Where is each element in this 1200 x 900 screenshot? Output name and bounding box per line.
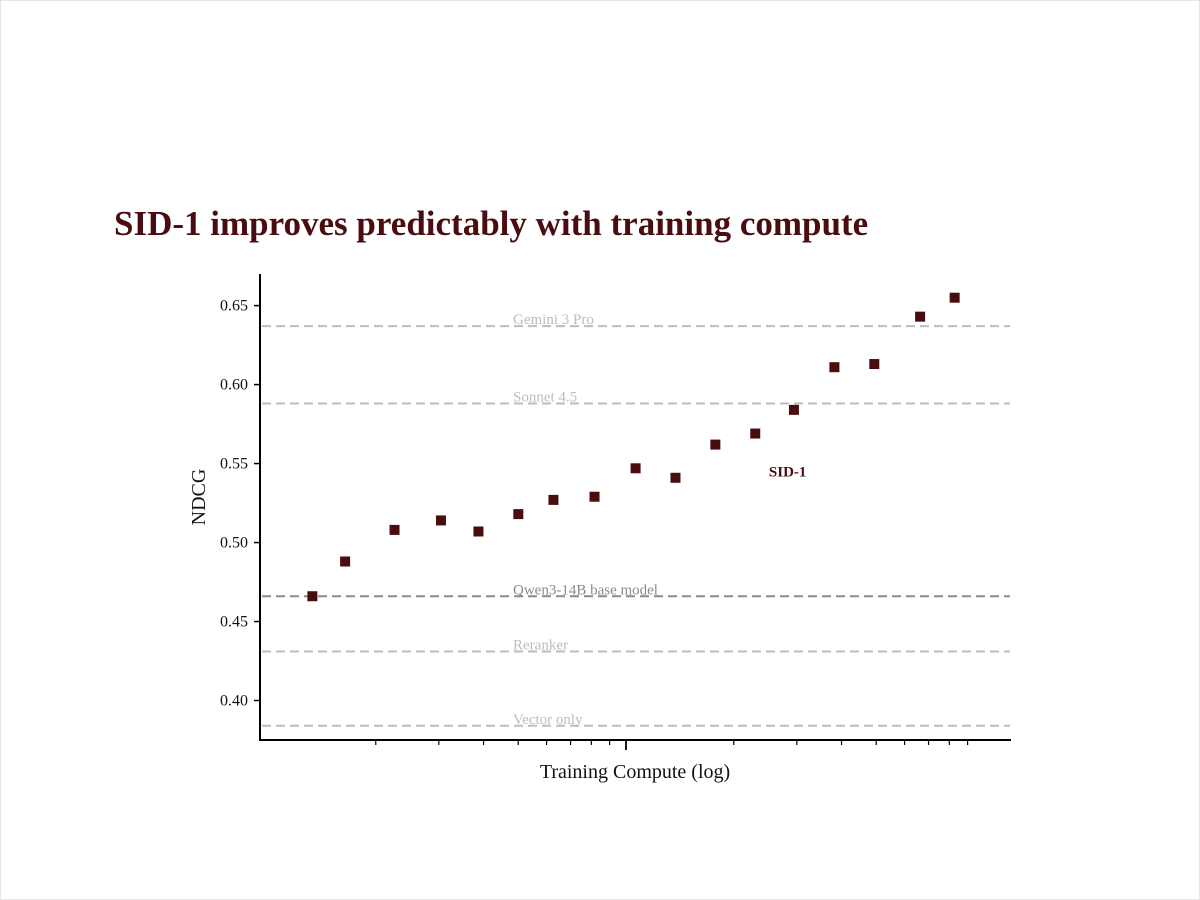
data-point [589, 491, 600, 502]
y-tick-label: 0.50 [220, 535, 248, 552]
data-point [435, 515, 446, 526]
x-axis-label: Training Compute (log) [540, 761, 730, 783]
reference-line-label: Gemini 3 Pro [513, 312, 594, 328]
series-annotation: SID-1 [769, 464, 807, 480]
data-point [829, 362, 840, 373]
reference-line-label: Vector only [513, 712, 583, 728]
data-point [915, 311, 926, 322]
data-points [307, 292, 960, 602]
reference-lines: Gemini 3 Pro Sonnet 4.5 Qwen3-14B base mod… [262, 312, 1010, 728]
y-ticks: 0.40 0.45 0.50 0.55 0.60 0.65 [220, 298, 260, 710]
y-tick-label: 0.40 [220, 693, 248, 710]
reference-line-label: Reranker [513, 638, 568, 654]
data-point [307, 591, 318, 602]
data-point [630, 463, 641, 474]
data-point [548, 494, 559, 505]
reference-line-label: Qwen3-14B base model [513, 582, 658, 598]
data-point [949, 292, 960, 303]
y-tick-label: 0.65 [220, 298, 248, 315]
data-point [473, 526, 484, 537]
chart-title: SID-1 improves predictably with training… [114, 204, 869, 243]
y-tick-label: 0.55 [220, 456, 248, 473]
data-point [788, 404, 799, 415]
data-point [710, 439, 721, 450]
y-tick-label: 0.45 [220, 614, 248, 631]
data-point [670, 472, 681, 483]
data-point [513, 509, 524, 520]
data-point [750, 428, 761, 439]
data-point [389, 524, 400, 535]
x-ticks [375, 740, 969, 750]
reference-line-label: Sonnet 4.5 [513, 390, 577, 406]
data-point [869, 359, 880, 370]
y-tick-label: 0.60 [220, 377, 248, 394]
data-point [340, 556, 351, 567]
axes [259, 274, 1011, 741]
y-axis-label: NDCG [188, 469, 210, 526]
